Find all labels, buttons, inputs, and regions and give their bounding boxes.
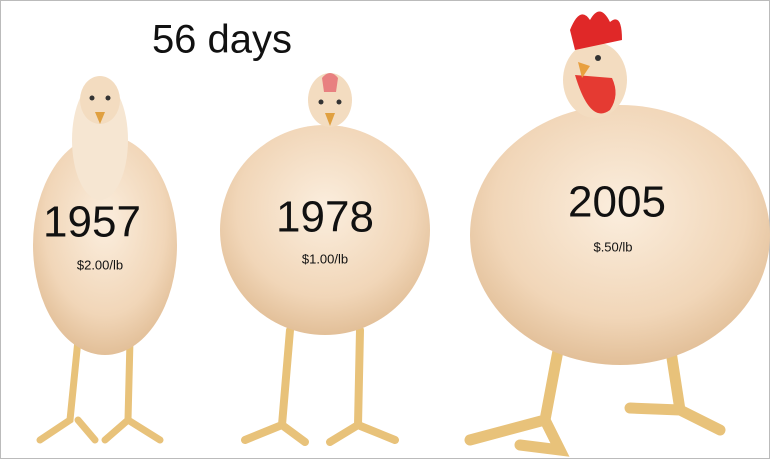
page: 56 days 1957 $2.00/lb 1978 $1.00/lb 2005… (0, 0, 770, 459)
price: $.50/lb (593, 239, 632, 254)
year: 1978 (276, 193, 374, 242)
year: 2005 (568, 178, 666, 227)
year: 1957 (43, 198, 141, 247)
price: $1.00/lb (302, 251, 348, 266)
title: 56 days (152, 18, 292, 62)
image: 56 days 1957 $2.00/lb 1978 $1.00/lb 2005… (0, 0, 770, 459)
price: $2.00/lb (77, 257, 123, 272)
